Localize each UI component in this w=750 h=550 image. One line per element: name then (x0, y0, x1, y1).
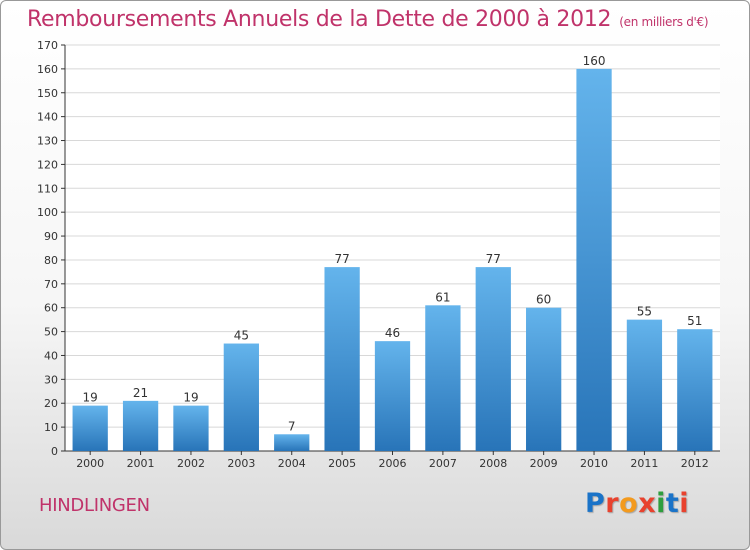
bar-value-label: 21 (133, 386, 148, 400)
bar-value-label: 77 (334, 252, 349, 266)
chart-title-text: Remboursements Annuels de la Dette de 20… (27, 7, 612, 32)
logo-letter: x (638, 488, 657, 519)
y-tick-label: 70 (44, 278, 58, 291)
bar (576, 68, 612, 451)
bar (122, 400, 159, 451)
logo-letter: r (605, 488, 620, 519)
x-tick-label: 2012 (681, 457, 709, 470)
bar-value-label: 55 (637, 305, 652, 319)
bar-value-label: 60 (536, 293, 551, 307)
y-tick-label: 160 (37, 63, 58, 76)
y-tick-label: 20 (44, 397, 58, 410)
x-tick-label: 2005 (328, 457, 356, 470)
bar (475, 267, 511, 451)
bar-value-label: 19 (183, 391, 198, 405)
x-tick-label: 2010 (580, 457, 608, 470)
bar-value-label: 19 (83, 391, 98, 405)
bar (274, 434, 310, 451)
logo-letter: i (679, 488, 690, 519)
bar-value-label: 61 (435, 290, 450, 304)
commune-name: HINDLINGEN (39, 495, 150, 516)
bar-value-label: 51 (687, 314, 702, 328)
y-tick-label: 140 (37, 111, 58, 124)
x-tick-label: 2002 (177, 457, 205, 470)
y-tick-label: 130 (37, 135, 58, 148)
y-tick-label: 90 (44, 230, 58, 243)
bar-value-label: 46 (385, 326, 400, 340)
bar (677, 329, 713, 451)
bar-value-label: 7 (288, 419, 296, 433)
y-tick-label: 170 (37, 39, 58, 52)
bar-value-label: 77 (486, 252, 501, 266)
y-tick-label: 150 (37, 87, 58, 100)
y-tick-label: 40 (44, 349, 58, 362)
x-tick-label: 2009 (530, 457, 558, 470)
bar-value-label: 160 (583, 54, 606, 68)
bar (173, 405, 209, 451)
y-tick-label: 110 (37, 182, 58, 195)
bar (374, 341, 411, 451)
x-tick-label: 2004 (278, 457, 306, 470)
bar (626, 319, 663, 451)
bar (526, 307, 562, 451)
y-tick-label: 0 (51, 445, 58, 458)
chart-title: Remboursements Annuels de la Dette de 20… (27, 7, 709, 32)
chart-unit: (en milliers d'€) (619, 15, 709, 29)
logo-letter: P (585, 488, 606, 519)
x-tick-label: 2003 (227, 457, 255, 470)
x-tick-label: 2001 (127, 457, 155, 470)
y-tick-label: 10 (44, 421, 58, 434)
y-tick-label: 100 (37, 206, 58, 219)
logo-letter: o (619, 488, 639, 519)
logo-letter: t (665, 488, 680, 519)
y-tick-label: 60 (44, 302, 58, 315)
x-tick-label: 2007 (429, 457, 457, 470)
y-tick-label: 120 (37, 158, 58, 171)
bar (425, 305, 461, 451)
y-tick-label: 30 (44, 373, 58, 386)
y-tick-label: 50 (44, 326, 58, 339)
logo-letter: i (656, 488, 666, 519)
x-tick-label: 2011 (630, 457, 658, 470)
y-tick-label: 80 (44, 254, 58, 267)
bar (223, 343, 259, 451)
x-tick-label: 2006 (379, 457, 407, 470)
bar (324, 267, 360, 451)
x-tick-label: 2000 (76, 457, 104, 470)
x-tick-label: 2008 (479, 457, 507, 470)
bar (72, 405, 108, 451)
proxiti-logo: Proxiti (585, 488, 689, 519)
bar-value-label: 45 (234, 329, 249, 343)
